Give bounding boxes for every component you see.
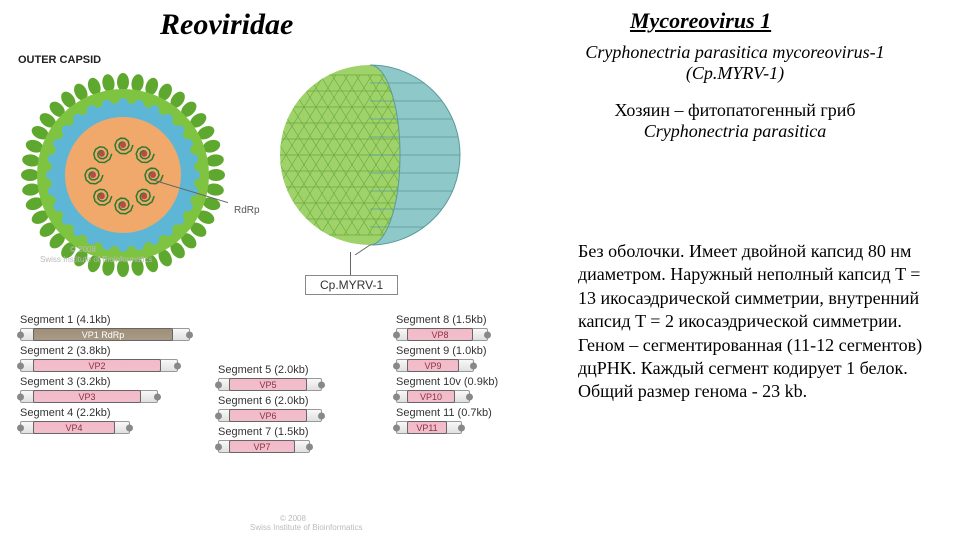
rdrp-label: RdRp: [234, 205, 260, 216]
cpmyrv-box: Cp.MYRV-1: [305, 275, 398, 295]
segment-bar: VP7: [218, 440, 310, 453]
segment-bar: VP1 RdRp: [20, 328, 190, 341]
segment-label: Segment 9 (1.0kb): [396, 345, 560, 357]
copyright-4: Swiss Institute of Bioinformatics: [250, 523, 362, 532]
segment-column-2: Segment 5 (2.0kb) VP5 Segment 6 (2.0kb) VP6…: [218, 314, 382, 453]
segment-cds: VP2: [33, 359, 161, 372]
segment-cds: VP5: [229, 378, 307, 391]
segment-cds: VP10: [407, 390, 455, 403]
genome-segment: Segment 2 (3.8kb) VP2: [20, 345, 204, 372]
segment-cds: VP9: [407, 359, 459, 372]
genome-segment: Segment 6 (2.0kb) VP6: [218, 395, 382, 422]
genome-segment: Segment 9 (1.0kb) VP9: [396, 345, 560, 372]
segment-label: Segment 5 (2.0kb): [218, 364, 382, 376]
genome-segment: Segment 4 (2.2kb) VP4: [20, 407, 204, 434]
segment-label: Segment 3 (3.2kb): [20, 376, 204, 388]
arrow-to-box: [350, 252, 351, 275]
segment-label: Segment 2 (3.8kb): [20, 345, 204, 357]
outer-capsid-label: OUTER CAPSID: [18, 54, 101, 66]
segment-cds: VP8: [407, 328, 473, 341]
segment-cds: VP11: [407, 421, 447, 434]
segment-label: Segment 10v (0.9kb): [396, 376, 560, 388]
segment-bar: VP11: [396, 421, 462, 434]
genome-segment: Segment 8 (1.5kb) VP8: [396, 314, 560, 341]
title-sub: Mycoreovirus 1: [630, 8, 771, 34]
segment-bar: VP10: [396, 390, 470, 403]
segment-cds: VP4: [33, 421, 115, 434]
genome-segment: Segment 5 (2.0kb) VP5: [218, 364, 382, 391]
segment-label: Segment 8 (1.5kb): [396, 314, 560, 326]
segment-column-3: Segment 8 (1.5kb) VP8 Segment 9 (1.0kb) VP9…: [396, 314, 560, 453]
host-prefix: Хозяин – фитопатогенный гриб: [614, 100, 855, 120]
copyright-2: Swiss Institute of Bioinformatics: [40, 255, 152, 264]
subtitle: Cryphonectria parasitica mycoreovirus-1 …: [565, 42, 905, 84]
genome-segment: [218, 314, 382, 360]
genome-segments: Segment 1 (4.1kb) VP1 RdRp Segment 2 (3.8k…: [20, 314, 560, 453]
virion-3d-diagram: [270, 55, 470, 255]
segment-cds: VP1 RdRp: [33, 328, 173, 341]
genome-segment: Segment 3 (3.2kb) VP3: [20, 376, 204, 403]
description-text: Без оболочки. Имеет двойной капсид 80 нм…: [578, 240, 938, 404]
segment-bar: VP9: [396, 359, 474, 372]
segment-bar: VP2: [20, 359, 178, 372]
genome-segment: Segment 10v (0.9kb) VP10: [396, 376, 560, 403]
segment-cds: VP6: [229, 409, 307, 422]
segment-label: Segment 1 (4.1kb): [20, 314, 204, 326]
segment-label: Segment 7 (1.5kb): [218, 426, 382, 438]
segment-label: Segment 4 (2.2kb): [20, 407, 204, 419]
segment-bar: VP5: [218, 378, 322, 391]
segment-label: Segment 11 (0.7kb): [396, 407, 560, 419]
segment-bar: VP4: [20, 421, 130, 434]
segment-bar: VP3: [20, 390, 158, 403]
host-species: Cryphonectria parasitica: [644, 121, 827, 141]
segment-column-1: Segment 1 (4.1kb) VP1 RdRp Segment 2 (3.8k…: [20, 314, 204, 453]
genome-segment: Segment 7 (1.5kb) VP7: [218, 426, 382, 453]
segment-cds: VP7: [229, 440, 295, 453]
virion-cross-section-diagram: [18, 70, 228, 280]
host-line: Хозяин – фитопатогенный гриб Cryphonectr…: [565, 100, 905, 142]
copyright-1: © 2008: [70, 245, 96, 254]
segment-label: Segment 6 (2.0kb): [218, 395, 382, 407]
segment-bar: VP6: [218, 409, 322, 422]
genome-segment: Segment 11 (0.7kb) VP11: [396, 407, 560, 434]
copyright-3: © 2008: [280, 514, 306, 523]
title-main: Reoviridae: [160, 8, 293, 42]
genome-segment: Segment 1 (4.1kb) VP1 RdRp: [20, 314, 204, 341]
segment-bar: VP8: [396, 328, 488, 341]
segment-cds: VP3: [33, 390, 141, 403]
